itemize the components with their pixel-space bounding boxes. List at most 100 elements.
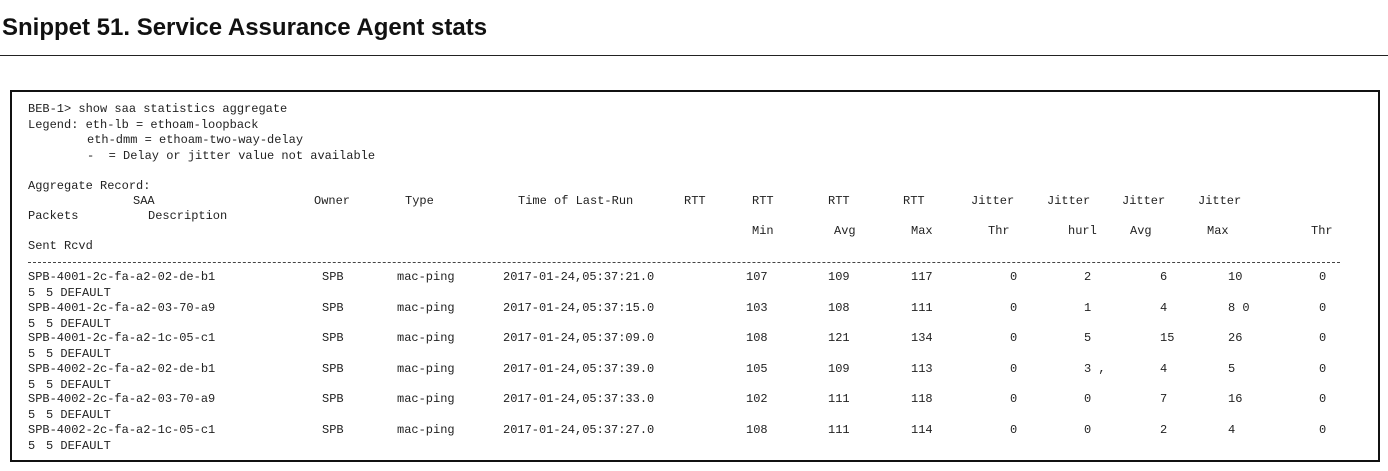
header-cell: Max (1207, 224, 1229, 238)
header-cell: Avg (834, 224, 856, 238)
table-cell: 1 (1084, 300, 1092, 315)
table-cell: 134 (911, 331, 933, 346)
table-cell: 121 (828, 331, 850, 346)
packets-cell: 5 DEFAULT (46, 408, 111, 423)
packets-cell: 5 (28, 408, 36, 423)
table-cell: 0 (1319, 423, 1327, 437)
packets-cell: 5 DEFAULT (46, 439, 111, 453)
table-cell: 105 (746, 361, 768, 376)
header-cell: Sent Rcvd (28, 239, 93, 253)
header-cell: Time of Last-Run (518, 194, 634, 208)
legend-line: eth-dmm = ethoam-two-way-delay (87, 133, 304, 147)
table-cell: 0 (1010, 270, 1018, 284)
table-cell: 5 (1084, 331, 1092, 346)
table-cell: SPB (322, 392, 344, 407)
table-cell: 0 (1010, 300, 1018, 315)
header-cell: SAA (133, 194, 155, 208)
table-cell: 2017-01-24,05:37:09.0 (503, 331, 655, 346)
table-cell: mac-ping (397, 423, 455, 437)
table-cell: 0 (1319, 331, 1327, 346)
table-cell: 108 (746, 423, 768, 437)
table-cell: 2017-01-24,05:37:21.0 (503, 270, 655, 284)
table-cell: SPB (322, 270, 344, 284)
table-cell: 103 (746, 300, 768, 315)
table-cell: 0 (1010, 331, 1018, 346)
command-line: BEB-1> show saa statistics aggregate (28, 102, 288, 116)
table-cell: 16 (1228, 392, 1243, 407)
table-cell: 0 (1319, 300, 1327, 315)
title-rule (0, 55, 1388, 56)
header-cell: RTT (752, 194, 774, 208)
header-cell: Jitter (971, 194, 1015, 208)
table-cell: 6 (1160, 270, 1168, 284)
header-cell: Jitter (1047, 194, 1091, 208)
table-cell: 0 (1084, 392, 1092, 407)
table-cell: 4 (1228, 423, 1236, 437)
table-cell: SPB (322, 300, 344, 315)
packets-cell: 5 DEFAULT (46, 316, 111, 331)
dashed-separator (28, 262, 1340, 263)
packets-cell: 5 DEFAULT (46, 377, 111, 392)
header-cell: Description (148, 209, 228, 223)
console-box (10, 90, 1380, 462)
table-cell: SPB-4001-2c-fa-a2-03-70-a9 (28, 300, 216, 315)
table-cell: 4 (1160, 300, 1168, 315)
snippet-title: Snippet 51. Service Assurance Agent stat… (2, 14, 488, 41)
table-cell: SPB-4001-2c-fa-a2-1c-05-c1 (28, 331, 216, 346)
table-cell: 117 (911, 270, 933, 284)
legend-line: - = Delay or jitter value not available (87, 149, 376, 163)
table-cell: 0 (1010, 392, 1018, 407)
table-cell: mac-ping (397, 270, 455, 284)
table-cell: 0 (1319, 361, 1327, 376)
table-cell: 2017-01-24,05:37:15.0 (503, 300, 655, 315)
table-cell: 5 (1228, 361, 1236, 376)
table-cell: 15 (1160, 331, 1175, 346)
table-cell: SPB-4001-2c-fa-a2-02-de-b1 (28, 270, 216, 284)
table-cell: SPB (322, 423, 344, 437)
header-cell: Jitter (1198, 194, 1242, 208)
header-cell: RTT (828, 194, 850, 208)
table-cell: 111 (828, 392, 850, 407)
section-label: Aggregate Record: (28, 179, 151, 193)
table-cell: 2017-01-24,05:37:33.0 (503, 392, 655, 407)
table-cell: SPB-4002-2c-fa-a2-03-70-a9 (28, 392, 216, 407)
table-cell: SPB (322, 331, 344, 346)
table-cell: 2017-01-24,05:37:27.0 (503, 423, 655, 437)
header-cell: Thr (1311, 224, 1333, 238)
header-cell: hurl (1068, 224, 1097, 238)
table-cell: 4 (1160, 361, 1168, 376)
table-cell: SPB (322, 361, 344, 376)
table-cell: 8 0 (1228, 300, 1250, 315)
header-cell: RTT (903, 194, 925, 208)
packets-cell: 5 DEFAULT (46, 347, 111, 362)
header-cell: Min (752, 224, 774, 238)
table-cell: 102 (746, 392, 768, 407)
table-cell: 109 (828, 270, 850, 284)
table-cell: mac-ping (397, 361, 455, 376)
packets-cell: 5 (28, 347, 36, 362)
header-cell: Max (911, 224, 933, 238)
table-cell: 0 (1319, 392, 1327, 407)
header-cell: Jitter (1122, 194, 1166, 208)
header-cell: Type (405, 194, 434, 208)
table-cell: 118 (911, 392, 933, 407)
legend-line: Legend: eth-lb = ethoam-loopback (28, 118, 259, 132)
table-cell: 107 (746, 270, 768, 284)
table-cell: 108 (746, 331, 768, 346)
table-cell: 7 (1160, 392, 1168, 407)
packets-cell: 5 (28, 316, 36, 331)
packets-cell: 5 (28, 377, 36, 392)
packets-cell: 5 (28, 439, 36, 453)
table-cell: 3 , (1084, 361, 1106, 376)
packets-cell: 5 (28, 286, 36, 300)
header-cell: Thr (988, 224, 1010, 238)
table-cell: 109 (828, 361, 850, 376)
header-cell: Packets (28, 209, 79, 223)
table-cell: 2 (1160, 423, 1168, 437)
header-cell: Owner (314, 194, 351, 208)
table-cell: mac-ping (397, 331, 455, 346)
header-cell: RTT (684, 194, 706, 208)
packets-cell: 5 DEFAULT (46, 286, 111, 300)
table-cell: 108 (828, 300, 850, 315)
